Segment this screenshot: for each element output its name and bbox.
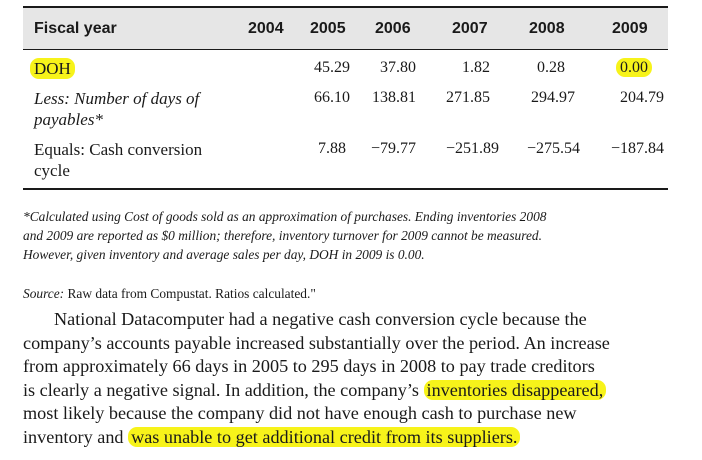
cell-ccc-2006: −79.77 [370, 140, 416, 157]
paragraph-line6-text: inventory and [23, 426, 129, 447]
highlight-doh-label: DOH [30, 58, 75, 79]
row-label-payables: Less: Number of days of payables* [34, 88, 274, 130]
header-2007: 2007 [452, 20, 488, 37]
cell-payables-2008: 294.97 [531, 89, 575, 106]
cell-doh-2006: 37.80 [380, 59, 416, 76]
cell-payables-2006: 138.81 [372, 89, 416, 106]
header-2009: 2009 [612, 20, 648, 37]
row-label-payables-line1: Less: Number of days of [34, 89, 200, 108]
source-text: Raw data from Compustat. Ratios calculat… [64, 286, 316, 301]
footnote-line3: However, given inventory and average sal… [23, 247, 425, 262]
source-line: Source: Raw data from Compustat. Ratios … [23, 286, 316, 302]
cell-payables-2007: 271.85 [446, 89, 490, 106]
highlight-doh-2009: 0.00 [616, 58, 652, 77]
cell-doh-2007: 1.82 [462, 59, 490, 76]
paragraph-line1: National Datacomputer had a negative cas… [54, 309, 587, 329]
highlight-unable-credit: was unable to get additional credit from… [128, 426, 521, 447]
paragraph-line2: company’s accounts payable increased sub… [23, 332, 610, 353]
paragraph-line3: from approximately 66 days in 2005 to 29… [23, 356, 595, 377]
cell-payables-2005: 66.10 [314, 89, 350, 106]
header-2005: 2005 [310, 20, 346, 37]
header-2006: 2006 [375, 20, 411, 37]
row-label-ccc: Equals: Cash conversion cycle [34, 139, 274, 181]
table-bottom-rule [23, 188, 668, 190]
footnote-line1: *Calculated using Cost of goods sold as … [23, 209, 547, 224]
highlight-inventories-disappeared: inventories disappeared, [423, 379, 607, 400]
row-label-ccc-line1: Equals: Cash conversion [34, 140, 203, 159]
row-label-payables-line2: payables* [34, 110, 103, 129]
cell-ccc-2007: −251.89 [445, 140, 499, 157]
footnote: *Calculated using Cost of goods sold as … [23, 207, 673, 264]
header-2004: 2004 [248, 20, 284, 37]
paragraph-line4: is clearly a negative signal. In additio… [23, 379, 678, 403]
header-fiscal-year: Fiscal year [34, 20, 117, 37]
header-2008: 2008 [529, 20, 565, 37]
paragraph-line5: most likely because the company did not … [23, 403, 577, 424]
source-label: Source: [23, 286, 65, 301]
table-header-rule [23, 49, 668, 50]
cell-doh-2009: 0.00 [578, 58, 652, 77]
footnote-line2: and 2009 are reported as $0 million; the… [23, 228, 542, 243]
row-label-doh: DOH [30, 58, 274, 79]
paragraph-line6: inventory and was unable to get addition… [23, 426, 678, 450]
body-paragraph: National Datacomputer had a negative cas… [23, 308, 678, 450]
cell-doh-2005: 45.29 [314, 59, 350, 76]
table-top-rule [23, 6, 668, 8]
cell-ccc-2009: −187.84 [610, 140, 664, 157]
table-header-band [23, 8, 668, 49]
cell-payables-2009: 204.79 [620, 89, 664, 106]
cell-ccc-2008: −275.54 [526, 140, 580, 157]
cell-doh-2008: 0.28 [537, 59, 565, 76]
cell-ccc-2005: 7.88 [318, 140, 346, 157]
paragraph-line4-text: is clearly a negative signal. In additio… [23, 379, 424, 400]
row-label-ccc-line2: cycle [34, 161, 70, 180]
